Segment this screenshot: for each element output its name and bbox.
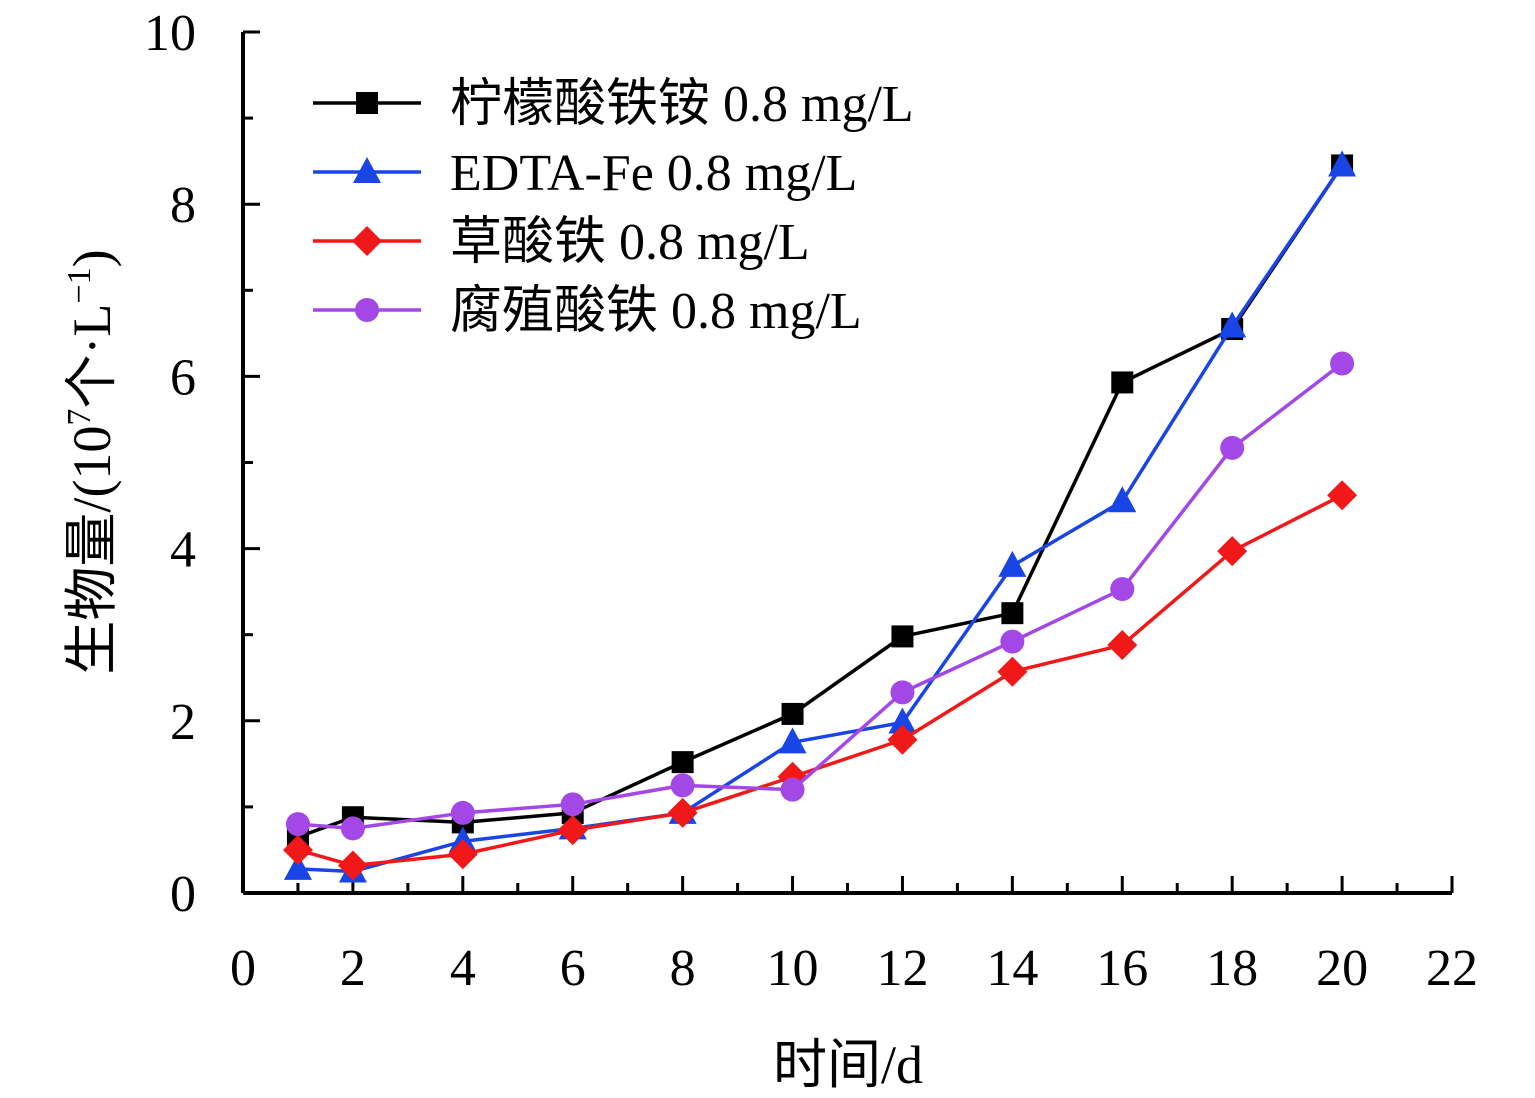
- legend-label: 草酸铁 0.8 mg/L: [450, 214, 810, 271]
- x-tick-labels: 0 2 4 6 8 10 12 14 16 18 20 22: [230, 940, 1478, 997]
- x-tick-label: 8: [670, 940, 696, 997]
- plot-area: [282, 150, 1358, 883]
- data-point: [667, 797, 698, 828]
- x-tick-label: 20: [1316, 940, 1368, 997]
- series-4: [285, 351, 1355, 841]
- x-axis-title: 时间/d: [773, 1035, 923, 1095]
- y-axis-title-prefix: 生物量/(10: [62, 426, 122, 675]
- x-tick-label: 4: [450, 940, 476, 997]
- data-point: [780, 777, 805, 802]
- legend-marker: [355, 298, 379, 322]
- legend-marker: [353, 157, 381, 183]
- data-point: [781, 702, 804, 725]
- y-tick-label: 8: [170, 177, 196, 234]
- x-tick-label: 16: [1096, 940, 1148, 997]
- legend: 柠檬酸铁铵 0.8 mg/L EDTA-Fe 0.8 mg/L 草酸铁 0.8 mg…: [313, 76, 914, 340]
- x-tick-label: 6: [560, 940, 586, 997]
- x-tick-label: 0: [230, 940, 256, 997]
- data-point: [337, 850, 368, 881]
- y-tick-label: 0: [170, 866, 196, 923]
- legend-label: 腐殖酸铁 0.8 mg/L: [450, 283, 862, 340]
- x-tick-label: 18: [1206, 940, 1258, 997]
- data-point: [1220, 435, 1245, 460]
- x-tick-label: 22: [1426, 940, 1478, 997]
- data-point: [998, 550, 1027, 577]
- x-tick-label: 2: [340, 940, 366, 997]
- data-point: [285, 812, 310, 837]
- data-point: [560, 792, 585, 817]
- data-point: [1107, 630, 1138, 661]
- x-tick-label: 12: [876, 940, 928, 997]
- y-axis-title-exp1: 7: [61, 409, 98, 426]
- y-tick-labels: 0 2 4 6 8 10: [144, 5, 196, 923]
- data-point: [450, 800, 475, 825]
- data-point: [997, 656, 1028, 687]
- data-point: [671, 751, 694, 774]
- data-point: [891, 625, 914, 648]
- data-point: [1217, 536, 1248, 567]
- legend-marker: [352, 226, 382, 256]
- series-1: [286, 154, 1354, 849]
- legend-label: EDTA-Fe 0.8 mg/L: [450, 145, 857, 202]
- y-tick-label: 10: [144, 5, 196, 62]
- series-3: [282, 480, 1358, 881]
- y-axis-title-suffix: ): [62, 249, 122, 267]
- y-tick-label: 6: [170, 349, 196, 406]
- data-point: [557, 815, 588, 846]
- data-point: [340, 816, 365, 841]
- data-point: [778, 727, 807, 754]
- x-tick-label: 10: [767, 940, 819, 997]
- data-point: [890, 680, 915, 705]
- x-tick-label: 14: [986, 940, 1038, 997]
- data-point: [1000, 629, 1025, 654]
- legend-label: 柠檬酸铁铵 0.8 mg/L: [450, 76, 914, 133]
- y-tick-label: 4: [170, 522, 196, 579]
- data-point: [1218, 311, 1247, 338]
- data-point: [1327, 480, 1358, 511]
- series-2: [283, 150, 1357, 883]
- data-point: [1110, 577, 1135, 602]
- legend-item: 腐殖酸铁 0.8 mg/L: [313, 283, 862, 340]
- data-point: [1330, 351, 1355, 376]
- data-point: [887, 724, 918, 755]
- y-axis-title-mid: 个·L: [62, 304, 122, 409]
- data-point: [1111, 371, 1134, 394]
- data-point: [283, 853, 312, 880]
- y-axis-title-exp2: −1: [61, 267, 98, 303]
- data-point: [888, 707, 917, 734]
- data-point: [1001, 602, 1024, 625]
- data-point: [282, 834, 313, 865]
- y-tick-label: 2: [170, 694, 196, 751]
- legend-item: EDTA-Fe 0.8 mg/L: [313, 145, 857, 202]
- data-point: [447, 839, 478, 870]
- data-point: [1328, 150, 1357, 177]
- legend-marker: [356, 92, 378, 114]
- legend-item: 草酸铁 0.8 mg/L: [313, 214, 810, 271]
- data-point: [1108, 486, 1137, 513]
- series-line: [297, 362, 1344, 831]
- legend-item: 柠檬酸铁铵 0.8 mg/L: [313, 76, 914, 133]
- data-point: [670, 773, 695, 798]
- y-axis-title: 生物量/(107个·L−1): [61, 249, 122, 674]
